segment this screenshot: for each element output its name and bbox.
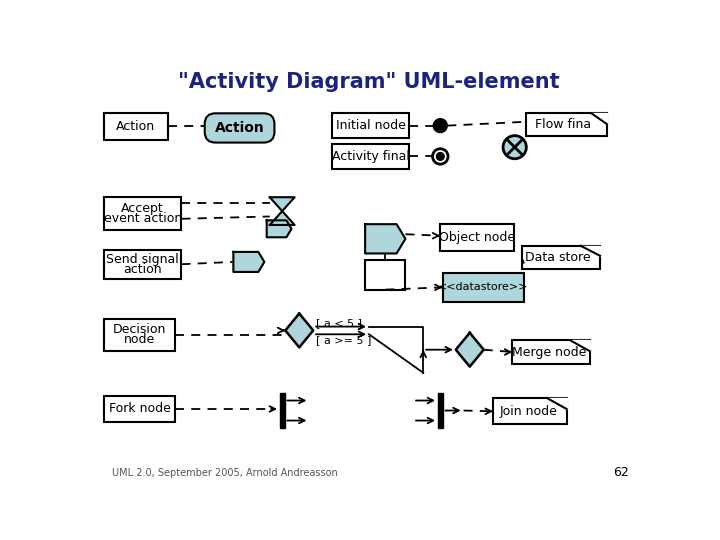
Circle shape bbox=[433, 148, 448, 164]
Text: "Activity Diagram" UML-element: "Activity Diagram" UML-element bbox=[178, 72, 560, 92]
Bar bbox=[104, 396, 175, 422]
Bar bbox=[523, 246, 600, 269]
FancyBboxPatch shape bbox=[204, 113, 274, 143]
Polygon shape bbox=[266, 220, 292, 237]
Text: Decision: Decision bbox=[113, 323, 166, 336]
Bar bbox=[443, 273, 524, 302]
Bar bbox=[104, 249, 181, 279]
Bar bbox=[332, 144, 409, 168]
Text: Merge node: Merge node bbox=[513, 346, 587, 359]
Text: Activity final: Activity final bbox=[332, 150, 410, 163]
Circle shape bbox=[433, 119, 447, 132]
Polygon shape bbox=[547, 398, 567, 409]
Polygon shape bbox=[456, 333, 484, 367]
Text: Join node: Join node bbox=[500, 405, 557, 418]
Text: node: node bbox=[124, 333, 156, 346]
Text: Object node: Object node bbox=[439, 231, 516, 244]
Bar bbox=[513, 340, 590, 363]
Text: Data store: Data store bbox=[526, 251, 591, 264]
Text: Flow fina: Flow fina bbox=[535, 118, 591, 131]
Text: UML 2.0, September 2005, Arnold Andreasson: UML 2.0, September 2005, Arnold Andreass… bbox=[112, 468, 338, 478]
Circle shape bbox=[503, 136, 526, 159]
Text: Initial node: Initial node bbox=[336, 119, 405, 132]
Polygon shape bbox=[365, 224, 405, 253]
Polygon shape bbox=[270, 211, 294, 225]
Text: Action: Action bbox=[116, 120, 156, 133]
Polygon shape bbox=[285, 314, 313, 347]
Text: Fork node: Fork node bbox=[109, 402, 171, 415]
Polygon shape bbox=[270, 197, 294, 211]
Text: <<datastore>>: <<datastore>> bbox=[438, 282, 528, 292]
Bar bbox=[104, 197, 181, 230]
Text: Send signal: Send signal bbox=[107, 253, 179, 266]
Text: event action: event action bbox=[104, 212, 182, 225]
Text: 62: 62 bbox=[613, 467, 629, 480]
Bar bbox=[104, 319, 175, 351]
Polygon shape bbox=[591, 113, 607, 124]
Circle shape bbox=[436, 153, 444, 160]
Bar bbox=[365, 260, 405, 289]
Text: [ a < 5 ]: [ a < 5 ] bbox=[315, 319, 361, 328]
Polygon shape bbox=[570, 340, 590, 351]
Bar bbox=[104, 113, 168, 140]
Bar bbox=[526, 113, 607, 137]
Polygon shape bbox=[438, 393, 443, 428]
Polygon shape bbox=[280, 393, 284, 428]
Text: action: action bbox=[123, 263, 162, 276]
Bar bbox=[493, 398, 567, 424]
Polygon shape bbox=[233, 252, 264, 272]
Text: Accept: Accept bbox=[122, 201, 164, 214]
Bar bbox=[332, 113, 409, 138]
Polygon shape bbox=[580, 246, 600, 256]
Text: Action: Action bbox=[215, 121, 264, 135]
Bar bbox=[441, 224, 514, 251]
Text: [ a >= 5 ]: [ a >= 5 ] bbox=[315, 335, 371, 346]
